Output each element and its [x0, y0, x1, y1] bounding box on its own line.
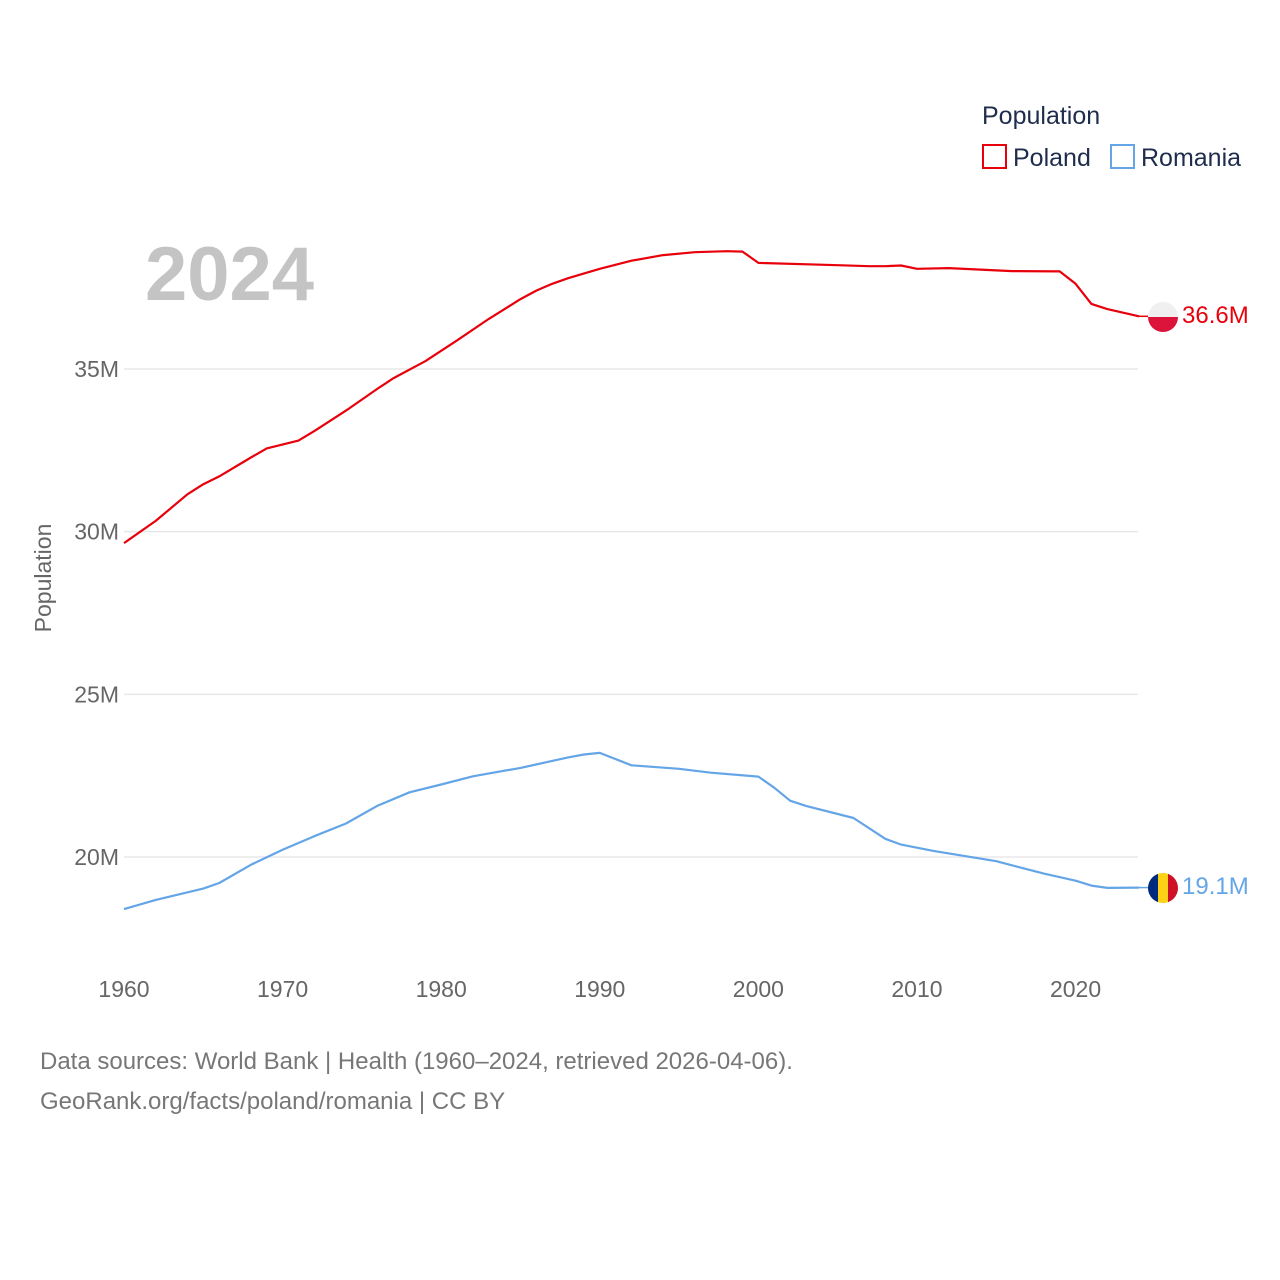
y-tick-label: 35M [74, 356, 119, 382]
series-line-romania[interactable] [123, 751, 1140, 911]
x-tick-label: 2000 [733, 976, 784, 1002]
legend-title: Population [982, 102, 1100, 130]
legend: Population Poland Romania [982, 102, 1241, 172]
x-tick-label: 2010 [891, 976, 942, 1002]
legend-item-romania[interactable]: Romania [1110, 144, 1241, 172]
x-tick-label: 1980 [416, 976, 467, 1002]
source-note: Data sources: World Bank | Health (1960–… [40, 1042, 793, 1122]
x-tick-label: 1990 [574, 976, 625, 1002]
series-line-poland[interactable] [123, 250, 1140, 545]
x-tick-label: 1960 [98, 976, 149, 1002]
x-axis-ticks: 1960 1970 1980 1990 2000 2010 2020 [98, 976, 1101, 1002]
y-tick-label: 30M [74, 519, 119, 545]
x-tick-label: 1970 [257, 976, 308, 1002]
legend-label-poland: Poland [1013, 144, 1091, 172]
poland-end-label: 36.6M [1182, 302, 1249, 329]
series-lines [123, 250, 1140, 911]
romania-end-label: 19.1M [1182, 873, 1249, 900]
legend-item-poland[interactable]: Poland [982, 144, 1091, 172]
poland-flag [1148, 302, 1178, 332]
source-line-data: Data sources: World Bank | Health (1960–… [40, 1048, 793, 1075]
source-line-link[interactable]: GeoRank.org/facts/poland/romania | CC BY [40, 1088, 506, 1115]
y-axis-ticks: 20M 25M 30M 35M [74, 356, 119, 870]
x-tick-label: 2020 [1050, 976, 1101, 1002]
y-tick-label: 25M [74, 681, 119, 707]
legend-swatch-romania [1110, 144, 1135, 169]
romania-end-marker: 19.1M [1139, 873, 1249, 903]
gridlines [124, 368, 1138, 858]
y-tick-label: 20M [74, 844, 119, 870]
legend-label-romania: Romania [1141, 144, 1241, 172]
current-year-label: 2024 [145, 232, 314, 317]
legend-swatch-poland [982, 144, 1007, 169]
poland-end-marker: 36.6M [1139, 302, 1249, 332]
romania-flag [1148, 873, 1178, 903]
y-axis-label: Population [30, 524, 56, 633]
